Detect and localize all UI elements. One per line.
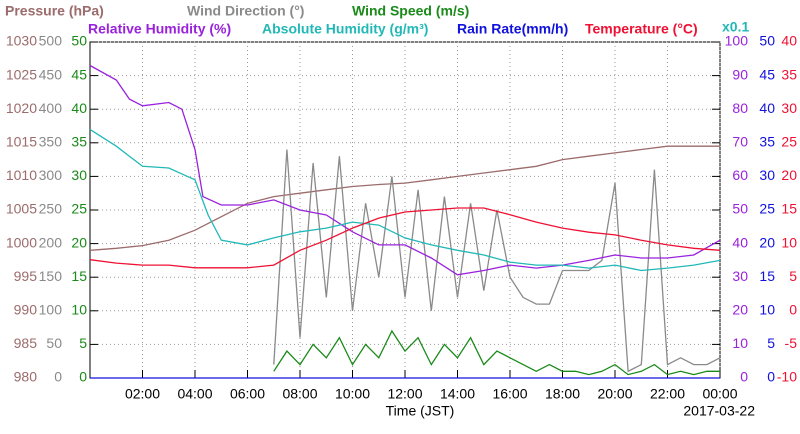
series-line bbox=[273, 329, 720, 376]
y-tick-label: 60 bbox=[732, 167, 748, 183]
y-tick-label: 1030 bbox=[6, 33, 37, 49]
x-tick-label: 04:00 bbox=[177, 386, 212, 402]
y-tick-label: 50 bbox=[46, 335, 62, 351]
y-tick-label: 25 bbox=[759, 201, 775, 217]
y-tick-label: 45 bbox=[71, 66, 87, 82]
x-axis-label: Time (JST) bbox=[386, 403, 455, 419]
x-tick-label: 20:00 bbox=[597, 386, 632, 402]
y-tick-label: 35 bbox=[781, 66, 797, 82]
y-tick-label: 40 bbox=[732, 234, 748, 250]
x-tick-label: 16:00 bbox=[492, 386, 527, 402]
y-tick-label: 5 bbox=[767, 335, 775, 351]
y-tick-label: 1005 bbox=[6, 201, 37, 217]
x-tick-label: 18:00 bbox=[545, 386, 580, 402]
y-tick-label: 90 bbox=[732, 66, 748, 82]
y-tick-label: -10 bbox=[777, 369, 797, 385]
y-tick-label: 15 bbox=[71, 268, 87, 284]
series-line bbox=[89, 128, 721, 272]
series-line bbox=[89, 207, 721, 269]
legend-title: Relative Humidity (%) bbox=[88, 21, 231, 37]
x-tick-label: 10:00 bbox=[335, 386, 370, 402]
legend-title: Absolute Humidity (g/m³) bbox=[262, 21, 428, 37]
y-tick-label: 50 bbox=[732, 201, 748, 217]
y-tick-label: 20 bbox=[71, 234, 87, 250]
x-tick-label: 12:00 bbox=[387, 386, 422, 402]
date-label: 2017-03-22 bbox=[683, 403, 755, 419]
y-tick-label: 200 bbox=[39, 234, 63, 250]
y-tick-label: 40 bbox=[781, 33, 797, 49]
y-tick-label: 0 bbox=[54, 369, 62, 385]
y-tick-label: 10 bbox=[732, 335, 748, 351]
y-tick-label: 450 bbox=[39, 66, 63, 82]
y-tick-label: 20 bbox=[732, 302, 748, 318]
y-tick-label: 500 bbox=[39, 33, 63, 49]
legend-title: Wind Direction (°) bbox=[187, 3, 304, 19]
y-tick-label: 40 bbox=[71, 100, 87, 116]
y-tick-label: 25 bbox=[781, 134, 797, 150]
series-line bbox=[89, 64, 721, 276]
legend-title: Rain Rate(mm/h) bbox=[457, 21, 568, 37]
x-tick-label: 14:00 bbox=[440, 386, 475, 402]
axis-scale-note: x0.1 bbox=[722, 19, 749, 35]
y-tick-label: 350 bbox=[39, 134, 63, 150]
y-tick-label: 0 bbox=[767, 369, 775, 385]
y-tick-label: 10 bbox=[759, 302, 775, 318]
x-tick-label: 02:00 bbox=[125, 386, 160, 402]
y-tick-label: 50 bbox=[759, 33, 775, 49]
y-tick-label: 100 bbox=[39, 302, 63, 318]
y-tick-label: 35 bbox=[759, 134, 775, 150]
y-tick-label: 30 bbox=[781, 100, 797, 116]
y-tick-label: 150 bbox=[39, 268, 63, 284]
series-line bbox=[273, 149, 721, 373]
y-tick-label: 1000 bbox=[6, 234, 37, 250]
y-tick-label: 995 bbox=[14, 268, 38, 284]
y-tick-label: 990 bbox=[14, 302, 38, 318]
y-tick-label: 100 bbox=[725, 33, 749, 49]
y-tick-label: 15 bbox=[759, 268, 775, 284]
series-line bbox=[89, 145, 720, 251]
y-tick-label: 35 bbox=[71, 134, 87, 150]
y-tick-label: 5 bbox=[789, 268, 797, 284]
y-tick-label: 45 bbox=[759, 66, 775, 82]
legend-title: Wind Speed (m/s) bbox=[352, 3, 469, 19]
y-tick-label: 980 bbox=[14, 369, 38, 385]
y-tick-label: 70 bbox=[732, 134, 748, 150]
y-tick-label: 30 bbox=[71, 167, 87, 183]
legend-title: Temperature (°C) bbox=[585, 21, 698, 37]
y-tick-label: 50 bbox=[71, 33, 87, 49]
y-tick-label: 10 bbox=[781, 234, 797, 250]
x-tick-label: 08:00 bbox=[282, 386, 317, 402]
y-tick-label: 15 bbox=[781, 201, 797, 217]
y-tick-label: 300 bbox=[39, 167, 63, 183]
legend-title: Pressure (hPa) bbox=[5, 3, 104, 19]
y-tick-label: 1015 bbox=[6, 134, 37, 150]
y-tick-label: 400 bbox=[39, 100, 63, 116]
y-tick-label: 250 bbox=[39, 201, 63, 217]
y-tick-label: -5 bbox=[785, 335, 798, 351]
y-tick-label: 985 bbox=[14, 335, 38, 351]
y-tick-label: 1020 bbox=[6, 100, 37, 116]
y-tick-label: 0 bbox=[740, 369, 748, 385]
x-tick-label: 00:00 bbox=[702, 386, 737, 402]
y-tick-label: 0 bbox=[789, 302, 797, 318]
x-tick-label: 06:00 bbox=[230, 386, 265, 402]
y-tick-label: 40 bbox=[759, 100, 775, 116]
y-tick-label: 20 bbox=[781, 167, 797, 183]
y-tick-label: 0 bbox=[79, 369, 87, 385]
y-tick-label: 1010 bbox=[6, 167, 37, 183]
y-tick-label: 30 bbox=[759, 167, 775, 183]
y-tick-label: 1025 bbox=[6, 66, 37, 82]
y-tick-label: 25 bbox=[71, 201, 87, 217]
y-tick-label: 30 bbox=[732, 268, 748, 284]
x-tick-label: 22:00 bbox=[650, 386, 685, 402]
y-tick-label: 20 bbox=[759, 234, 775, 250]
y-tick-label: 5 bbox=[79, 335, 87, 351]
y-tick-label: 80 bbox=[732, 100, 748, 116]
y-tick-label: 10 bbox=[71, 302, 87, 318]
